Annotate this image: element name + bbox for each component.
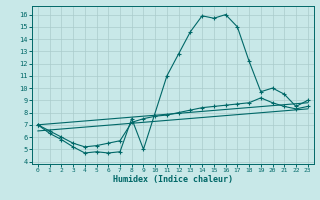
X-axis label: Humidex (Indice chaleur): Humidex (Indice chaleur) xyxy=(113,175,233,184)
